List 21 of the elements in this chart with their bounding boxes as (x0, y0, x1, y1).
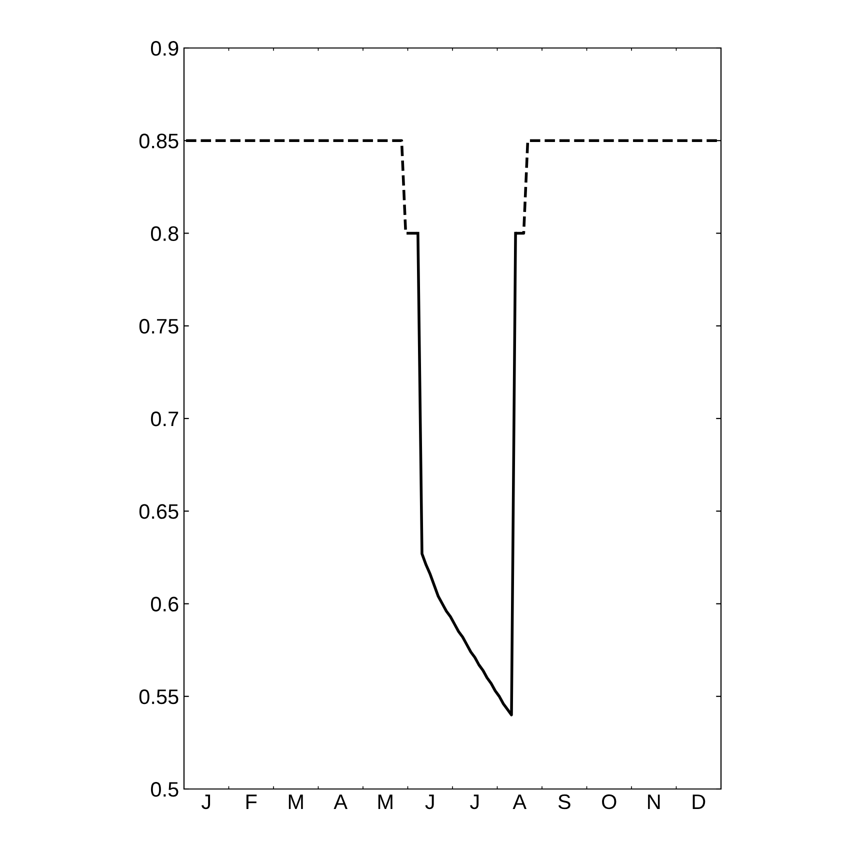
x-tick-label: M (378, 794, 392, 809)
x-tick-label: J (201, 794, 210, 810)
y-tick-label: 0.65 (139, 504, 178, 519)
y-tick-label: 0.6 (150, 596, 178, 612)
x-tick-label: A (334, 794, 348, 809)
x-tick-label: D (692, 794, 706, 809)
x-tick-label: J (470, 794, 479, 810)
y-tick-label: 0.7 (150, 412, 178, 426)
x-tick-label: J (425, 794, 434, 810)
x-tick-label: M (288, 794, 303, 809)
y-tick-label: 0.9 (150, 41, 178, 56)
x-tick-label: F (246, 794, 257, 809)
x-tick-label: O (602, 794, 616, 810)
y-tick-label: 0.5 (150, 782, 178, 797)
y-tick-label: 0.55 (139, 689, 178, 704)
y-tick-label: 0.8 (150, 226, 178, 242)
y-tick-label: 0.75 (139, 318, 178, 334)
x-tick-label: N (648, 794, 660, 809)
x-tick-label: S (558, 794, 570, 810)
x-tick-label: A (512, 794, 527, 809)
y-tick-label: 0.85 (139, 134, 178, 148)
